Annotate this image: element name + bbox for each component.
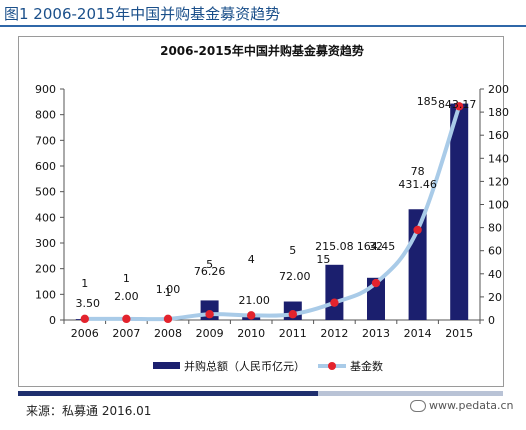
line-data-label: 32 xyxy=(369,240,383,253)
y-left-tick-label: 600 xyxy=(35,160,56,173)
y-left-tick-label: 700 xyxy=(35,134,56,147)
bar-data-label: 843.17 xyxy=(438,98,477,111)
y-right-tick-label: 100 xyxy=(488,199,509,212)
bar-data-label: 2.00 xyxy=(114,290,139,303)
line-series xyxy=(80,102,464,324)
legend-line-label: 基金数 xyxy=(350,359,383,373)
series-line xyxy=(82,104,462,322)
x-tick-label: 2015 xyxy=(445,327,473,340)
x-tick-label: 2014 xyxy=(404,327,432,340)
bar-data-label: 76.26 xyxy=(194,265,226,278)
line-data-label: 1 xyxy=(81,277,88,290)
line-data-label: 4 xyxy=(248,253,255,266)
y-right-tick-label: 140 xyxy=(488,152,509,165)
y-left-tick-label: 400 xyxy=(35,211,56,224)
y-left-tick-label: 900 xyxy=(35,83,56,96)
line-data-label: 1 xyxy=(123,272,130,285)
bar-data-label: 21.00 xyxy=(238,294,270,307)
x-tick-label: 2006 xyxy=(71,327,99,340)
y-left-tick-label: 500 xyxy=(35,186,56,199)
y-left-tick-label: 800 xyxy=(35,109,56,122)
x-tick-label: 2007 xyxy=(112,327,140,340)
bar xyxy=(325,264,344,320)
watermark-text: www.pedata.cn xyxy=(429,399,514,412)
y-right-tick-label: 120 xyxy=(488,175,509,188)
bar-data-label: 1.00 xyxy=(156,283,181,296)
bar-data-label: 164.45 xyxy=(357,240,396,253)
line-point xyxy=(288,310,297,319)
line-point xyxy=(455,102,464,111)
y-left-tick-label: 0 xyxy=(49,314,56,327)
footer-bar-light xyxy=(318,391,503,396)
bar-data-label: 215.08 xyxy=(315,240,354,253)
legend-bar-label: 并购总额（人民币亿元） xyxy=(184,359,305,373)
y-right-tick-label: 200 xyxy=(488,83,509,96)
x-tick-label: 2013 xyxy=(362,327,390,340)
y-right-tick-label: 20 xyxy=(488,291,502,304)
y-left-tick-label: 100 xyxy=(35,288,56,301)
line-point xyxy=(413,225,422,235)
footer-bar-dark xyxy=(18,391,318,396)
watermark: www.pedata.cn xyxy=(410,399,514,412)
line-point xyxy=(122,314,131,324)
y-left-tick-label: 200 xyxy=(35,263,56,276)
bar-data-label: 72.00 xyxy=(279,270,311,283)
legend: 并购总额（人民币亿元） 基金数 xyxy=(153,359,383,373)
line-point xyxy=(371,278,381,288)
wechat-logo-icon xyxy=(410,400,426,412)
source-note: 来源：私募通 2016.01 xyxy=(26,404,152,418)
x-tick-label: 2008 xyxy=(154,327,182,340)
bar-data-label: 431.46 xyxy=(398,178,437,191)
x-tick-label: 2010 xyxy=(237,327,265,340)
y-right-tick-label: 180 xyxy=(488,106,509,119)
x-tick-label: 2011 xyxy=(279,327,307,340)
bar xyxy=(450,103,469,320)
line-data-label: 5 xyxy=(206,258,213,271)
line-data-label: 78 xyxy=(411,165,425,178)
line-data-label: 5 xyxy=(289,244,296,257)
y-right-tick-label: 60 xyxy=(488,245,502,258)
line-point xyxy=(330,298,339,307)
line-data-label: 185 xyxy=(417,95,438,108)
y-right-tick-label: 0 xyxy=(488,314,495,327)
line-point xyxy=(80,314,90,324)
data-labels: 3.50 2.00 1.00 76.26 21.00 72.00 215.08 164.45 4… xyxy=(76,95,477,310)
y-right-tick-label: 40 xyxy=(488,268,502,281)
line-point xyxy=(205,310,214,319)
axes: 0 100 200 300 400 500 600 700 800 900 0 20 40 60 80 100… xyxy=(35,83,509,340)
y-right-tick-label: 160 xyxy=(488,129,509,142)
chart-title: 2006-2015年中国并购基金募资趋势 xyxy=(160,43,364,58)
x-tick-label: 2009 xyxy=(196,327,224,340)
line-data-label: 15 xyxy=(316,253,330,266)
bar-data-label: 3.50 xyxy=(76,297,101,310)
y-right-tick-label: 80 xyxy=(488,222,502,235)
line-data-label: 1 xyxy=(165,286,172,299)
line-point xyxy=(163,314,173,324)
y-left-tick-label: 300 xyxy=(35,237,56,250)
legend-bar-swatch xyxy=(153,362,180,369)
legend-line-marker xyxy=(328,362,336,370)
line-point xyxy=(247,311,256,320)
title-rule xyxy=(0,25,526,27)
bars xyxy=(75,103,469,320)
x-tick-label: 2012 xyxy=(320,327,348,340)
figure-title: 图1 2006-2015年中国并购基金募资趋势 xyxy=(4,5,281,23)
